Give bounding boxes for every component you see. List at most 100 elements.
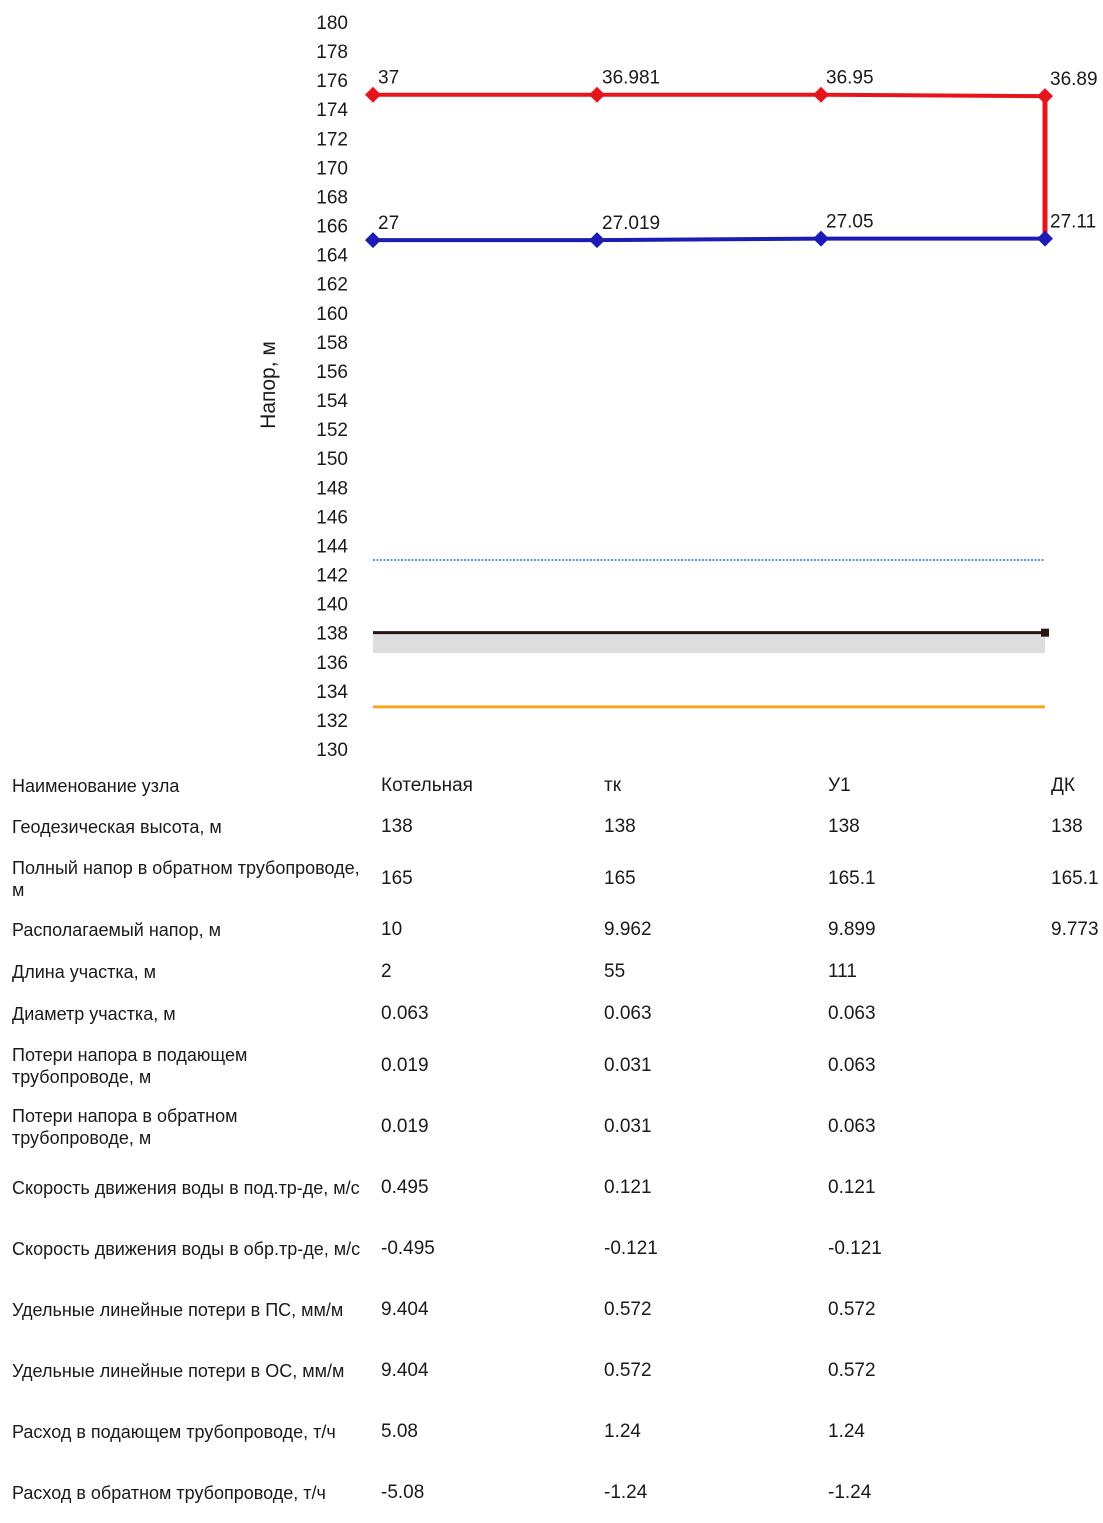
table-cell: 0.121	[604, 1176, 652, 1198]
table-row: Длина участка, м 2 55 111	[0, 951, 1103, 993]
table-row: Потери напора в обратном трубопроводе, м…	[0, 1096, 1103, 1157]
y-tick-label: 164	[316, 246, 348, 267]
row-label: Скорость движения воды в обр.тр-де, м/с	[12, 1238, 361, 1259]
y-tick-label: 166	[316, 217, 348, 238]
ground-band	[373, 632, 1045, 654]
table-cell: 0.572	[828, 1359, 876, 1381]
header-cell: тк	[604, 775, 622, 796]
table-row: Удельные линейные потери в ПС, мм/м 9.404…	[0, 1279, 1103, 1340]
table-cell: -0.121	[828, 1237, 882, 1259]
y-tick-label: 170	[316, 158, 348, 179]
y-tick-label: 144	[316, 536, 348, 557]
table-cell: 1.24	[828, 1420, 865, 1442]
table-cell: 0.019	[381, 1054, 429, 1076]
series-line	[373, 92, 1046, 99]
table-cell: 111	[828, 961, 857, 982]
y-tick-label: 162	[316, 275, 348, 296]
table-row: Располагаемый напор, м 10 9.962 9.899 9.773	[0, 909, 1103, 951]
data-label: 36.95	[826, 68, 874, 89]
row-label: Расход в подающем трубопроводе, т/ч	[12, 1421, 336, 1442]
row-label: Диаметр участка, м	[12, 1004, 176, 1024]
table-cell: 0.572	[604, 1298, 652, 1320]
header-cell: ДК	[1051, 775, 1075, 796]
table-cell: 9.899	[828, 919, 876, 940]
table-cell: -0.121	[604, 1237, 658, 1259]
row-label: Удельные линейные потери в ПС, мм/м	[12, 1299, 344, 1320]
table-row: Диаметр участка, м 0.063 0.063 0.063	[0, 993, 1103, 1035]
row-label: Потери напора в подающем трубопроводе, м	[12, 1044, 248, 1087]
row-label: Скорость движения воды в под.тр-де, м/с	[12, 1177, 360, 1198]
y-tick-label: 168	[316, 187, 348, 208]
table-cell: 0.121	[828, 1176, 876, 1198]
data-point	[813, 86, 829, 103]
y-tick-label: 172	[316, 129, 348, 150]
row-label: Полный напор в обратном трубопроводе, м	[12, 857, 360, 900]
y-tick-label: 174	[316, 100, 348, 121]
table-cell: 0.572	[604, 1359, 652, 1381]
table-cell: 165.1	[828, 867, 876, 889]
data-point	[589, 232, 605, 249]
series-line	[373, 236, 1045, 243]
row-label: Расход в обратном трубопроводе, т/ч	[12, 1482, 326, 1503]
table-header-row: Наименование узла Котельная тк У1 ДК	[0, 773, 1103, 799]
y-tick-label: 178	[316, 42, 348, 63]
table-cell: 0.063	[828, 1054, 876, 1076]
data-label: 27.11	[1050, 212, 1096, 233]
row-label: Располагаемый напор, м	[12, 920, 221, 940]
data-label: 37	[378, 68, 399, 89]
table-cell: 1.24	[604, 1420, 641, 1442]
data-point	[1037, 230, 1053, 247]
data-point	[1037, 88, 1053, 105]
table-row: Полный напор в обратном трубопроводе, м 1…	[0, 848, 1103, 909]
table-cell: 0.063	[604, 1003, 652, 1024]
y-tick-label: 176	[316, 71, 348, 92]
table-cell: 165	[604, 867, 636, 889]
y-tick-label: 130	[316, 740, 348, 761]
header-label: Наименование узла	[12, 776, 180, 796]
table-cell: 0.063	[381, 1003, 429, 1024]
table-cell: -0.495	[381, 1237, 435, 1259]
table-cell: 138	[604, 816, 636, 837]
table-cell: 165	[381, 867, 413, 889]
table-cell: 10	[381, 919, 403, 940]
row-label: Длина участка, м	[12, 962, 156, 982]
reference-line-marker	[1041, 628, 1049, 637]
table-cell: 9.962	[604, 919, 652, 940]
table-cell: 9.773	[1051, 919, 1099, 940]
table-cell: 0.495	[381, 1176, 429, 1198]
table-row: Расход в обратном трубопроводе, т/ч -5.08…	[0, 1462, 1103, 1523]
data-point	[813, 230, 829, 247]
table-cell: 9.404	[381, 1298, 429, 1320]
data-label: 27	[378, 213, 399, 234]
y-tick-label: 156	[316, 362, 348, 383]
data-label: 27.019	[602, 213, 660, 234]
y-tick-label: 154	[316, 391, 348, 412]
y-tick-label: 146	[316, 507, 348, 528]
table-cell: 55	[604, 961, 626, 982]
y-tick-label: 140	[316, 595, 348, 616]
data-label: 36.89	[1050, 69, 1098, 90]
table-cell: -1.24	[604, 1481, 648, 1503]
y-tick-label: 134	[316, 682, 348, 703]
y-axis-label: Напор, м	[257, 341, 280, 429]
y-tick-label: 136	[316, 653, 348, 674]
table-cell: 0.019	[381, 1115, 429, 1137]
y-tick-label: 142	[316, 566, 348, 587]
data-point	[589, 86, 605, 103]
head-profile-chart: 130 132 134 136 138 140 142 144 146 148 150 152 154 1…	[257, 13, 1098, 761]
y-tick-label: 158	[316, 333, 348, 354]
table-cell: -5.08	[381, 1481, 425, 1503]
row-label: Удельные линейные потери в ОС, мм/м	[12, 1360, 345, 1381]
y-tick-label: 138	[316, 624, 348, 645]
y-tick-label: 150	[316, 449, 348, 470]
table-cell: 0.572	[828, 1298, 876, 1320]
y-tick-label: 152	[316, 420, 348, 441]
data-point	[365, 232, 381, 249]
header-cell: У1	[828, 775, 851, 796]
table-cell: -1.24	[828, 1481, 872, 1503]
y-tick-label: 180	[316, 13, 348, 34]
table-row: Геодезическая высота, м 138 138 138 138	[0, 806, 1103, 848]
table-cell: 138	[828, 816, 860, 837]
table-row: Расход в подающем трубопроводе, т/ч 5.08 1…	[0, 1401, 1103, 1462]
row-label: Потери напора в обратном трубопроводе, м	[12, 1105, 238, 1148]
